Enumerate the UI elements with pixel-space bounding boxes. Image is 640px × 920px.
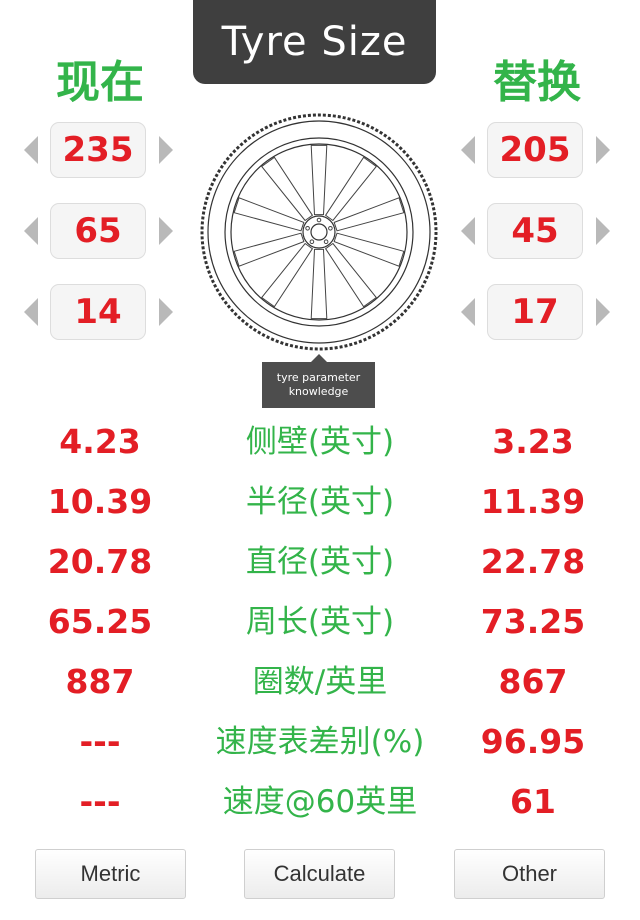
current-aspect-value[interactable]: 65 [50, 203, 146, 259]
current-width-value[interactable]: 235 [50, 122, 146, 178]
lug-nut [309, 239, 315, 244]
increment-right-triangle-icon[interactable] [596, 298, 610, 326]
stat-row-radius: 10.39 半径(英寸) 11.39 [0, 477, 640, 527]
increment-right-triangle-icon[interactable] [596, 136, 610, 164]
decrement-left-triangle-icon[interactable] [461, 298, 475, 326]
page-title: Tyre Size [193, 0, 436, 84]
current-column-heading: 现在 [56, 57, 144, 108]
replacement-width-stepper: 205 [459, 122, 614, 178]
stat-label: 半径(英寸) [245, 484, 395, 520]
wheel-spoke [233, 232, 305, 267]
wheel-spoke [333, 232, 405, 267]
replacement-value: 867 [498, 662, 568, 701]
wheel-rim-icon [200, 113, 438, 351]
stat-row-diameter: 20.78 直径(英寸) 22.78 [0, 537, 640, 587]
replacement-value: 96.95 [480, 722, 586, 761]
decrement-left-triangle-icon[interactable] [24, 217, 38, 245]
increment-right-triangle-icon[interactable] [596, 217, 610, 245]
current-value: --- [79, 782, 121, 821]
replacement-aspect-value[interactable]: 45 [487, 203, 583, 259]
stat-label: 速度表差别(%) [215, 724, 425, 760]
other-button[interactable]: Other [454, 849, 605, 899]
current-value: 4.23 [59, 422, 141, 461]
replacement-aspect-stepper: 45 [459, 203, 614, 259]
current-value: 887 [65, 662, 135, 701]
replacement-value: 22.78 [480, 542, 586, 581]
replacement-value: 3.23 [492, 422, 574, 461]
wheel-spoke [324, 242, 378, 308]
metric-button[interactable]: Metric [35, 849, 186, 899]
wheel-spoke [324, 156, 378, 222]
lug-nut [316, 217, 322, 223]
lug-nut [328, 226, 333, 231]
stat-row-circumference: 65.25 周长(英寸) 73.25 [0, 597, 640, 647]
calculate-button[interactable]: Calculate [244, 849, 395, 899]
current-value: 20.78 [47, 542, 153, 581]
replacement-rim-value[interactable]: 17 [487, 284, 583, 340]
wheel-spoke [260, 156, 314, 222]
decrement-left-triangle-icon[interactable] [24, 136, 38, 164]
lug-nut [323, 239, 329, 244]
stat-row-speed-at-60: --- 速度@60英里 61 [0, 777, 640, 827]
current-value: 65.25 [47, 602, 153, 641]
decrement-left-triangle-icon[interactable] [461, 136, 475, 164]
stat-label: 直径(英寸) [245, 544, 395, 580]
wheel-spoke [233, 197, 305, 232]
replacement-value: 11.39 [480, 482, 586, 521]
wheel-spoke [310, 144, 328, 216]
current-value: --- [79, 722, 121, 761]
current-rim-stepper: 14 [22, 284, 177, 340]
decrement-left-triangle-icon[interactable] [461, 217, 475, 245]
wheel-illustration [197, 110, 441, 366]
replacement-value: 73.25 [480, 602, 586, 641]
stat-label: 周长(英寸) [245, 604, 395, 640]
increment-right-triangle-icon[interactable] [159, 136, 173, 164]
stat-row-speedo-difference: --- 速度表差别(%) 96.95 [0, 717, 640, 767]
current-aspect-stepper: 65 [22, 203, 177, 259]
replacement-rim-stepper: 17 [459, 284, 614, 340]
wheel-spoke [310, 248, 328, 320]
stat-row-revs-per-mile: 887 圈数/英里 867 [0, 657, 640, 707]
current-width-stepper: 235 [22, 122, 177, 178]
replacement-width-value[interactable]: 205 [487, 122, 583, 178]
current-rim-value[interactable]: 14 [50, 284, 146, 340]
stat-row-sidewall: 4.23 侧壁(英寸) 3.23 [0, 417, 640, 467]
wheel-spoke [260, 242, 314, 308]
tyre-knowledge-tooltip[interactable]: tyre parameter knowledge [262, 354, 375, 408]
decrement-left-triangle-icon[interactable] [24, 298, 38, 326]
stat-label: 速度@60英里 [222, 784, 418, 820]
replacement-value: 61 [510, 782, 556, 821]
replacement-column-heading: 替换 [493, 57, 581, 108]
wheel-spoke [333, 197, 405, 232]
stat-label: 圈数/英里 [252, 664, 388, 700]
increment-right-triangle-icon[interactable] [159, 217, 173, 245]
stat-label: 侧壁(英寸) [245, 424, 395, 460]
lug-nut [305, 226, 310, 231]
increment-right-triangle-icon[interactable] [159, 298, 173, 326]
current-value: 10.39 [47, 482, 153, 521]
